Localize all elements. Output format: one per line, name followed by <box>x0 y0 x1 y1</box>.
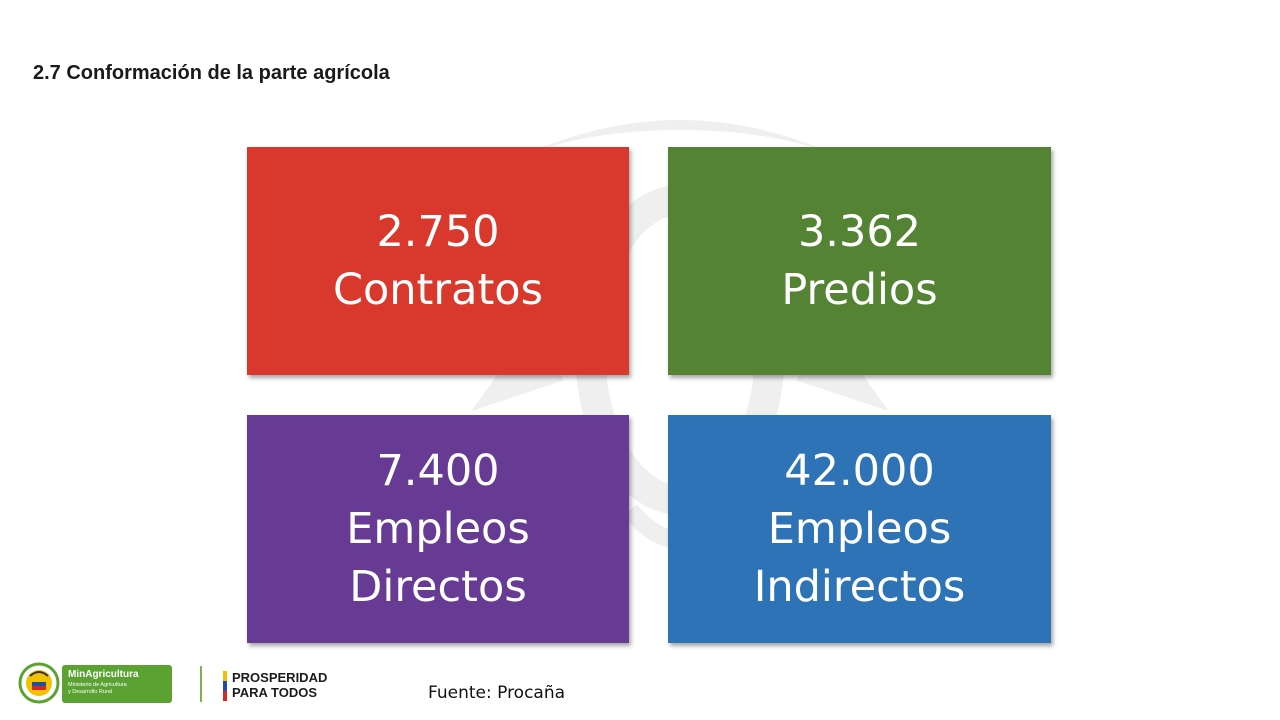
ministry-name: MinAgricultura <box>68 669 139 680</box>
tile-contratos: 2.750 Contratos <box>247 147 629 375</box>
tile-label: Directos <box>349 562 527 612</box>
tile-predios: 3.362 Predios <box>668 147 1051 375</box>
minagricultura-logo: MinAgricultura Ministerio de Agricultura… <box>62 665 172 703</box>
tile-empleos-indirectos: 42.000 Empleos Indirectos <box>668 415 1051 643</box>
ministry-subtitle-line: y Desarrollo Rural <box>68 689 113 695</box>
tile-number: 3.362 <box>797 207 922 257</box>
ministry-subtitle-line: Ministerio de Agricultura <box>68 682 127 688</box>
tile-label: Predios <box>781 265 938 315</box>
slide-title: 2.7 Conformación de la parte agrícola <box>33 62 390 84</box>
campaign-line-1: PROSPERIDAD <box>232 670 328 685</box>
flag-stripe-blue <box>223 681 227 691</box>
tile-label: Contratos <box>332 265 544 315</box>
government-seal-icon <box>18 662 60 704</box>
prosperidad-para-todos-logo: PROSPERIDAD PARA TODOS <box>223 671 343 701</box>
tile-label: Empleos <box>346 504 530 554</box>
flag-stripe-yellow <box>223 671 227 681</box>
flag-stripe-red <box>223 691 227 701</box>
tile-empleos-directos: 7.400 Empleos Directos <box>247 415 629 643</box>
logo-divider <box>200 666 202 702</box>
tile-number: 42.000 <box>784 446 935 496</box>
source-note: Fuente: Procaña <box>428 683 566 703</box>
tile-label: Indirectos <box>753 562 966 612</box>
tile-number: 7.400 <box>376 446 500 496</box>
campaign-line-2: PARA TODOS <box>232 685 317 700</box>
tile-label: Empleos <box>767 504 952 554</box>
tile-number: 2.750 <box>376 207 500 257</box>
